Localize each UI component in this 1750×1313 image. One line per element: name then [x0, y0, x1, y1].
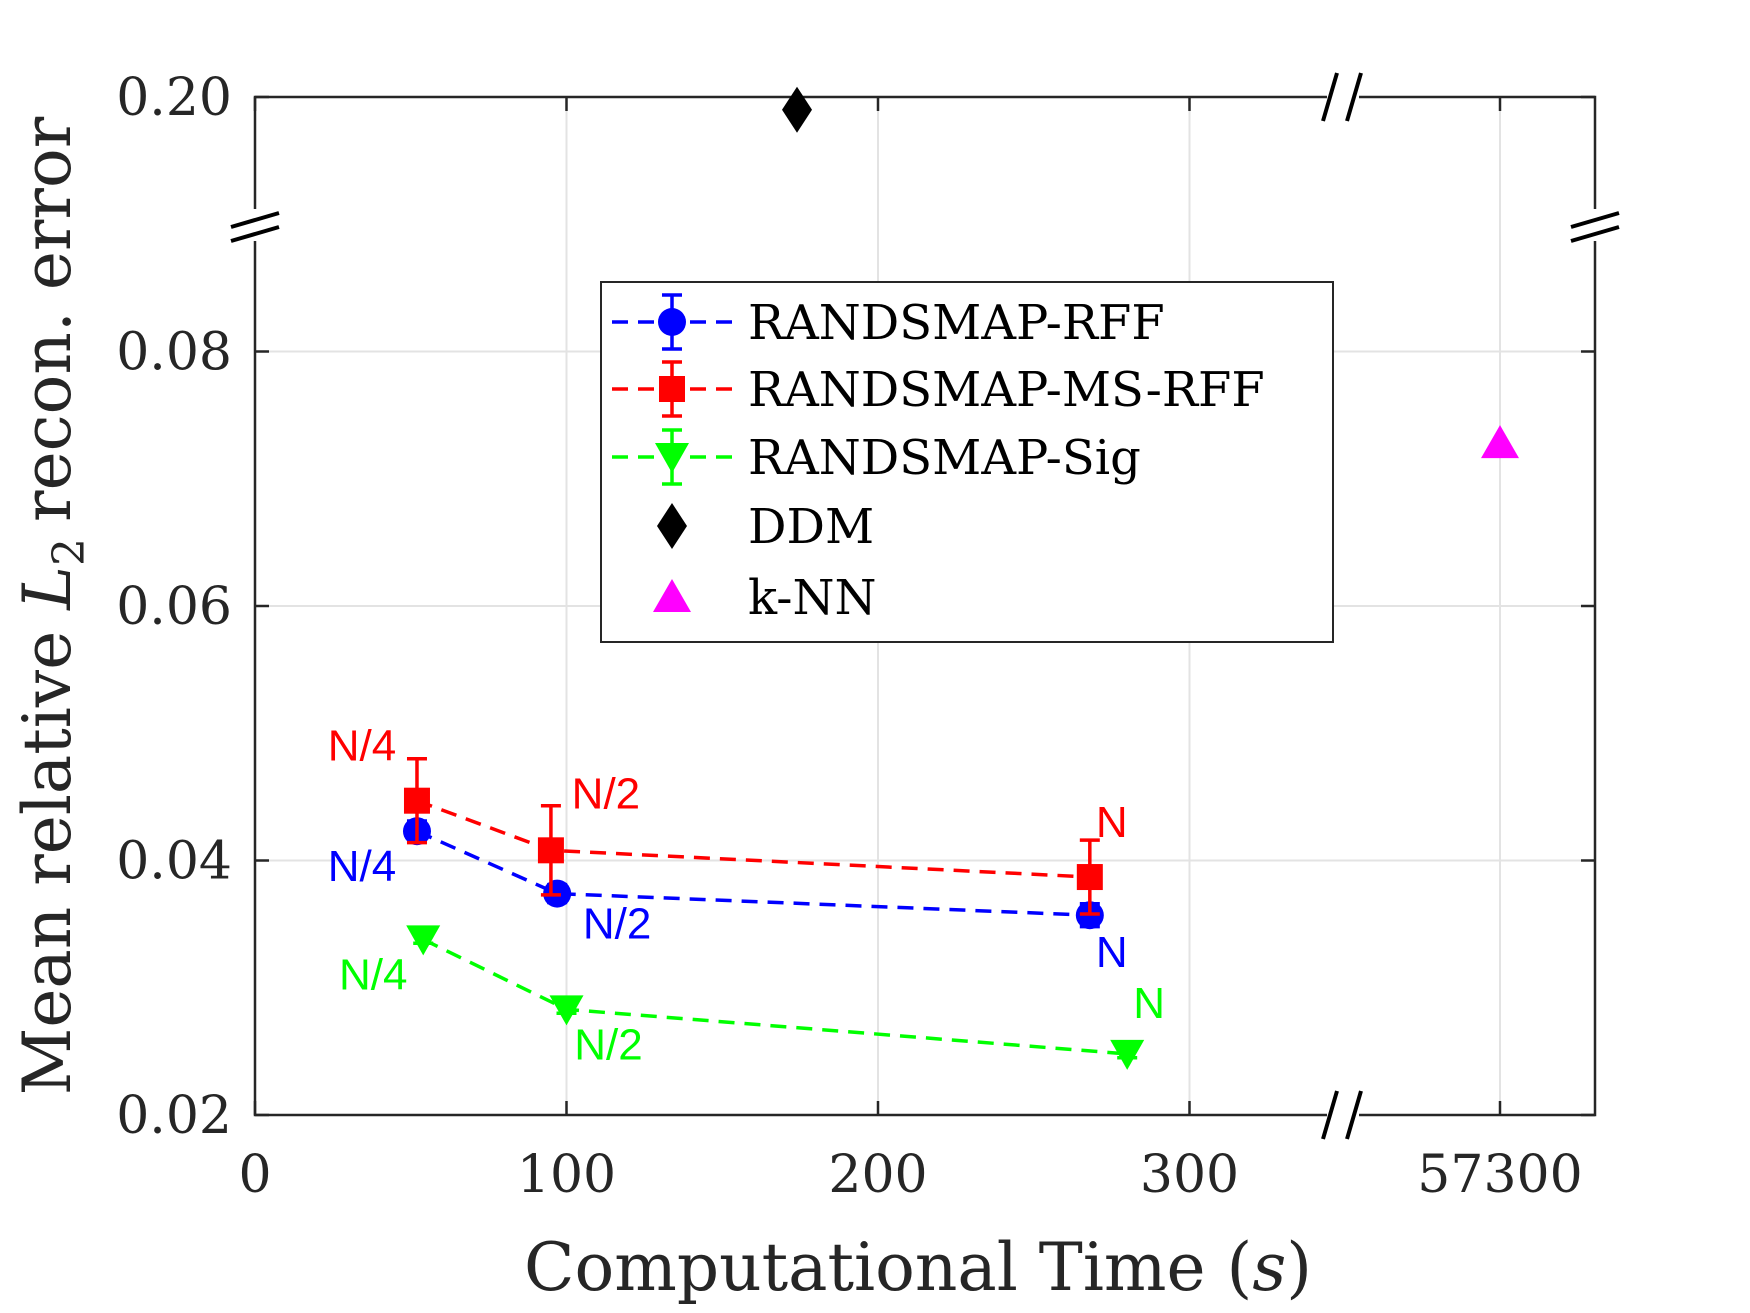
data-point	[406, 925, 441, 956]
x-axis-unit: s	[1252, 1229, 1286, 1306]
legend-item: DDM	[657, 499, 874, 555]
x-axis-title: Computational Time (s)	[524, 1229, 1312, 1306]
point-label: N/4	[328, 722, 396, 771]
legend-label: RANDSMAP-MS-RFF	[748, 362, 1265, 418]
data-point	[1076, 864, 1103, 891]
x-tick-label: 100	[517, 1145, 616, 1205]
legend-box	[600, 281, 1334, 643]
break-slash	[1345, 72, 1363, 122]
legend-item: RANDSMAP-MS-RFF	[612, 360, 1265, 418]
point-label: N	[1096, 928, 1128, 977]
x-tick-label: 57300	[1417, 1145, 1582, 1205]
break-slash	[230, 211, 280, 229]
legend-marker	[658, 308, 686, 336]
legend-label: k-NN	[748, 570, 876, 626]
annotations: N/4 N/2 N N/4 N/2 N N/4 N/2 N	[328, 722, 1165, 1070]
data-point	[403, 787, 430, 814]
y-break-left	[230, 209, 280, 243]
point-label: N/4	[328, 842, 396, 891]
x-tick-label: 200	[828, 1145, 927, 1205]
y-tick-label: 0.02	[116, 1086, 232, 1146]
y-tick-label: 0.04	[116, 832, 232, 892]
axis-breaks	[230, 72, 1620, 1140]
legend-marker	[655, 443, 689, 473]
legend-item: RANDSMAP-Sig	[612, 428, 1141, 486]
x-axis-title-text: Computational Time	[524, 1229, 1206, 1306]
series-line	[416, 829, 1090, 917]
break-slash	[1345, 1090, 1363, 1140]
y-axis-symbol: L	[9, 566, 86, 611]
point-label: N	[1133, 979, 1165, 1028]
legend-item: RANDSMAP-RFF	[612, 293, 1165, 351]
legend-item: k-NN	[653, 570, 876, 626]
x-break-bottom	[1321, 1090, 1363, 1140]
x-break-top	[1321, 72, 1363, 122]
y-tick-label: 0.20	[116, 68, 232, 128]
legend-label: RANDSMAP-Sig	[748, 430, 1141, 486]
series-randsmap-sig	[406, 925, 1145, 1070]
data-point	[549, 995, 584, 1026]
break-slash	[1321, 1090, 1339, 1140]
point-label: N/2	[574, 1020, 642, 1069]
data-point	[782, 86, 813, 133]
ticks: 0 100 200 300 57300 0.02 0.04 0.06 0.08 0.20	[116, 68, 1595, 1205]
break-slash	[1321, 72, 1339, 122]
series-k-nn	[1481, 425, 1519, 459]
break-slash	[1570, 225, 1620, 243]
y-tick-label: 0.08	[116, 323, 232, 383]
legend-marker	[659, 376, 685, 402]
data-point	[1110, 1039, 1145, 1070]
point-label: N	[1096, 798, 1128, 847]
point-label: N/4	[339, 950, 407, 999]
legend-label: DDM	[748, 499, 874, 555]
data-series	[402, 86, 1519, 1070]
legend-label: RANDSMAP-RFF	[748, 295, 1165, 351]
x-tick-label: 300	[1140, 1145, 1239, 1205]
break-slash	[230, 225, 280, 243]
series-randsmap-ms-rff	[403, 756, 1103, 916]
legend: RANDSMAP-RFF RANDSMAP-MS-RFF RANDSMAP-Sig D…	[600, 281, 1334, 643]
point-label: N/2	[572, 769, 640, 818]
data-point	[537, 837, 564, 864]
y-tick-label: 0.06	[116, 577, 232, 637]
y-axis-title-suffix: recon. error	[9, 116, 86, 522]
legend-marker	[657, 503, 687, 549]
y-break-right	[1570, 209, 1620, 243]
legend-marker	[653, 579, 691, 612]
data-point	[1481, 425, 1519, 459]
point-label: N/2	[583, 900, 651, 949]
y-axis-subscript: 2	[44, 538, 95, 566]
y-axis-title-prefix: Mean relative	[9, 631, 86, 1096]
y-axis-title: Mean relative L2 recon. error	[9, 116, 95, 1095]
x-tick-label: 0	[238, 1145, 271, 1205]
break-slash	[1570, 211, 1620, 229]
series-ddm	[782, 86, 813, 133]
